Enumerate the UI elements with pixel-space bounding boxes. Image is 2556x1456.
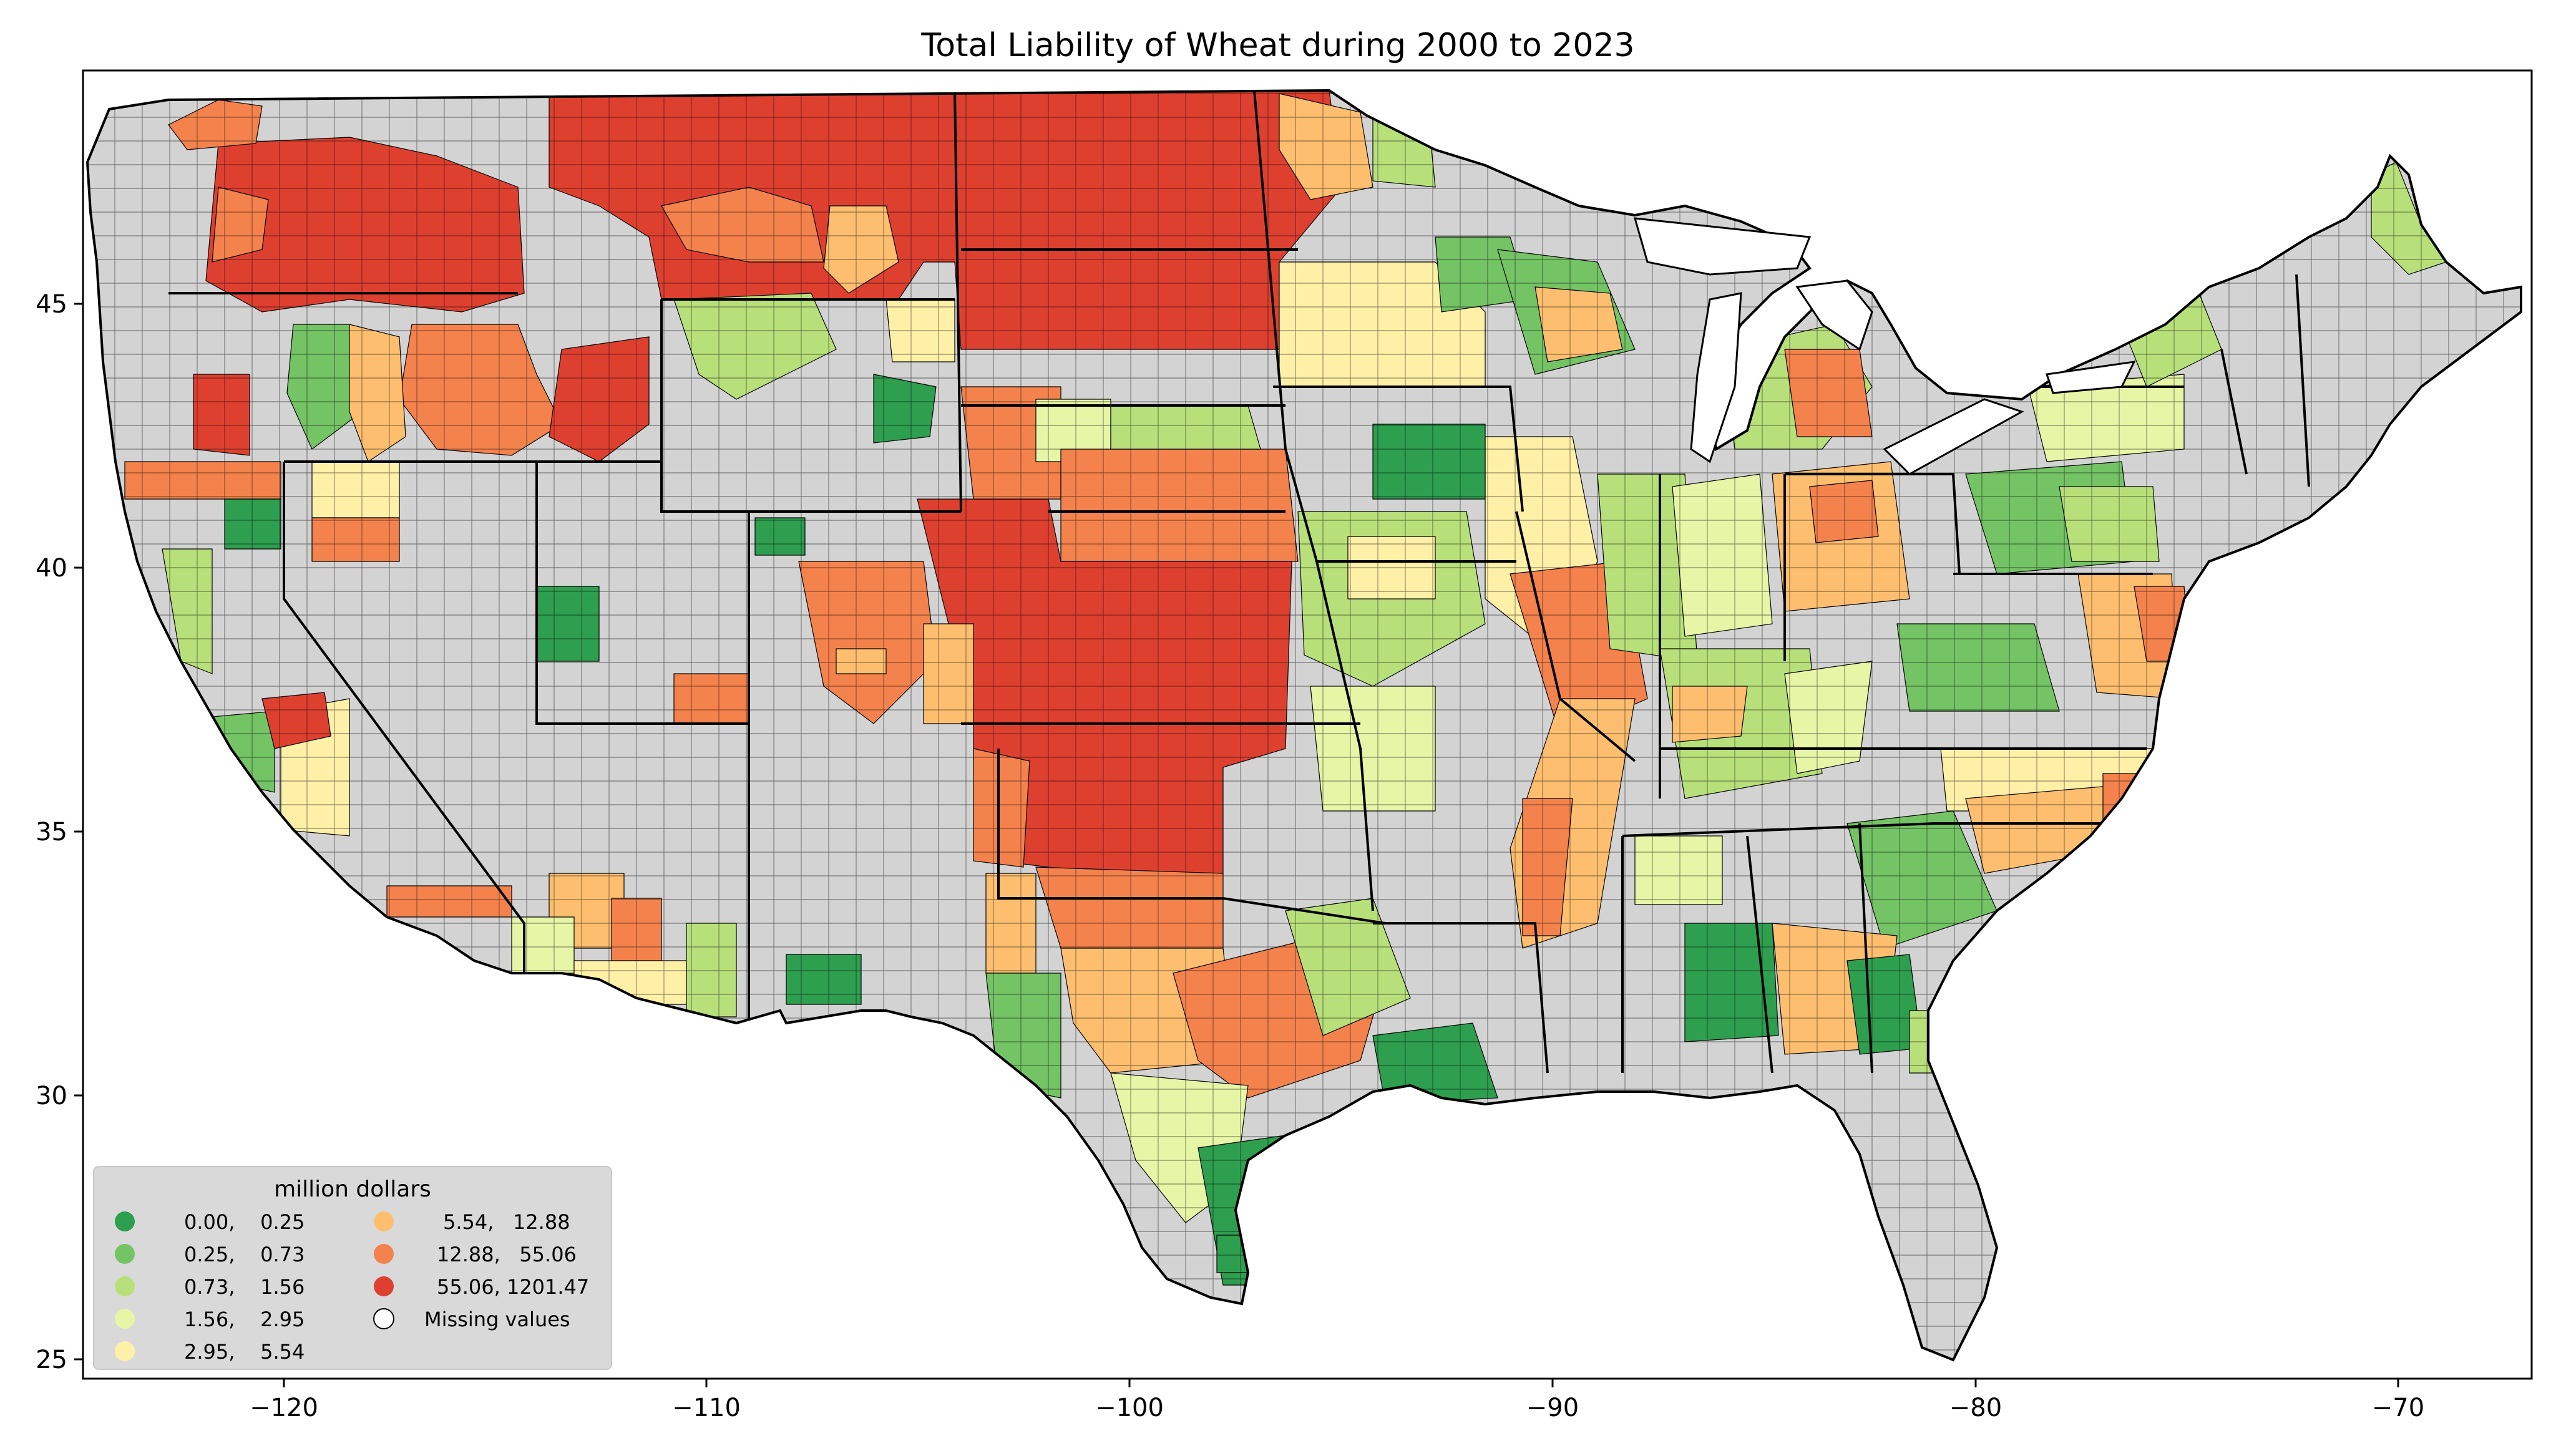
legend-label: 55.06, 1201.47 — [437, 1275, 589, 1299]
legend-marker — [374, 1276, 394, 1296]
legend-marker — [115, 1211, 135, 1231]
legend-label: 0.25, 0.73 — [184, 1243, 305, 1266]
legend-title: million dollars — [274, 1177, 431, 1202]
x-tick-label: −80 — [1949, 1394, 2002, 1422]
state-borders — [168, 90, 2310, 1074]
legend-marker — [115, 1276, 135, 1296]
x-tick-label: −90 — [1526, 1394, 1579, 1422]
legend-marker — [115, 1341, 135, 1361]
county-borders — [87, 90, 2521, 1360]
x-tick-label: −100 — [1095, 1394, 1164, 1422]
x-tick-label: −70 — [2372, 1394, 2424, 1422]
y-tick-label: 30 — [36, 1082, 67, 1110]
y-tick-label: 40 — [36, 554, 67, 583]
legend-label: 5.54, 12.88 — [443, 1210, 570, 1234]
y-axis: 45 40 35 30 25 — [36, 290, 83, 1374]
legend-marker — [115, 1244, 135, 1264]
y-tick-label: 25 — [36, 1346, 67, 1374]
x-tick-label: −120 — [250, 1394, 318, 1422]
legend-marker — [374, 1211, 394, 1231]
legend-label: Missing values — [424, 1308, 570, 1331]
legend-label: 2.95, 5.54 — [184, 1340, 305, 1364]
legend: million dollars 0.00, 0.25 0.25, 0.73 0.… — [93, 1166, 612, 1370]
x-axis: −120 −110 −100 −90 −80 −70 — [250, 1379, 2424, 1422]
y-tick-label: 45 — [36, 290, 67, 319]
legend-marker — [115, 1309, 135, 1329]
y-tick-label: 35 — [36, 818, 67, 847]
legend-marker — [373, 1308, 394, 1329]
legend-label: 1.56, 2.95 — [184, 1308, 305, 1331]
x-tick-label: −110 — [672, 1394, 741, 1422]
legend-label: 0.73, 1.56 — [184, 1275, 305, 1299]
legend-marker — [374, 1244, 394, 1264]
legend-box — [93, 1166, 612, 1370]
legend-label: 0.00, 0.25 — [184, 1210, 305, 1234]
legend-label: 12.88, 55.06 — [437, 1243, 577, 1266]
chart-title: Total Liability of Wheat during 2000 to … — [920, 27, 1634, 64]
great-lakes — [1633, 217, 2136, 475]
